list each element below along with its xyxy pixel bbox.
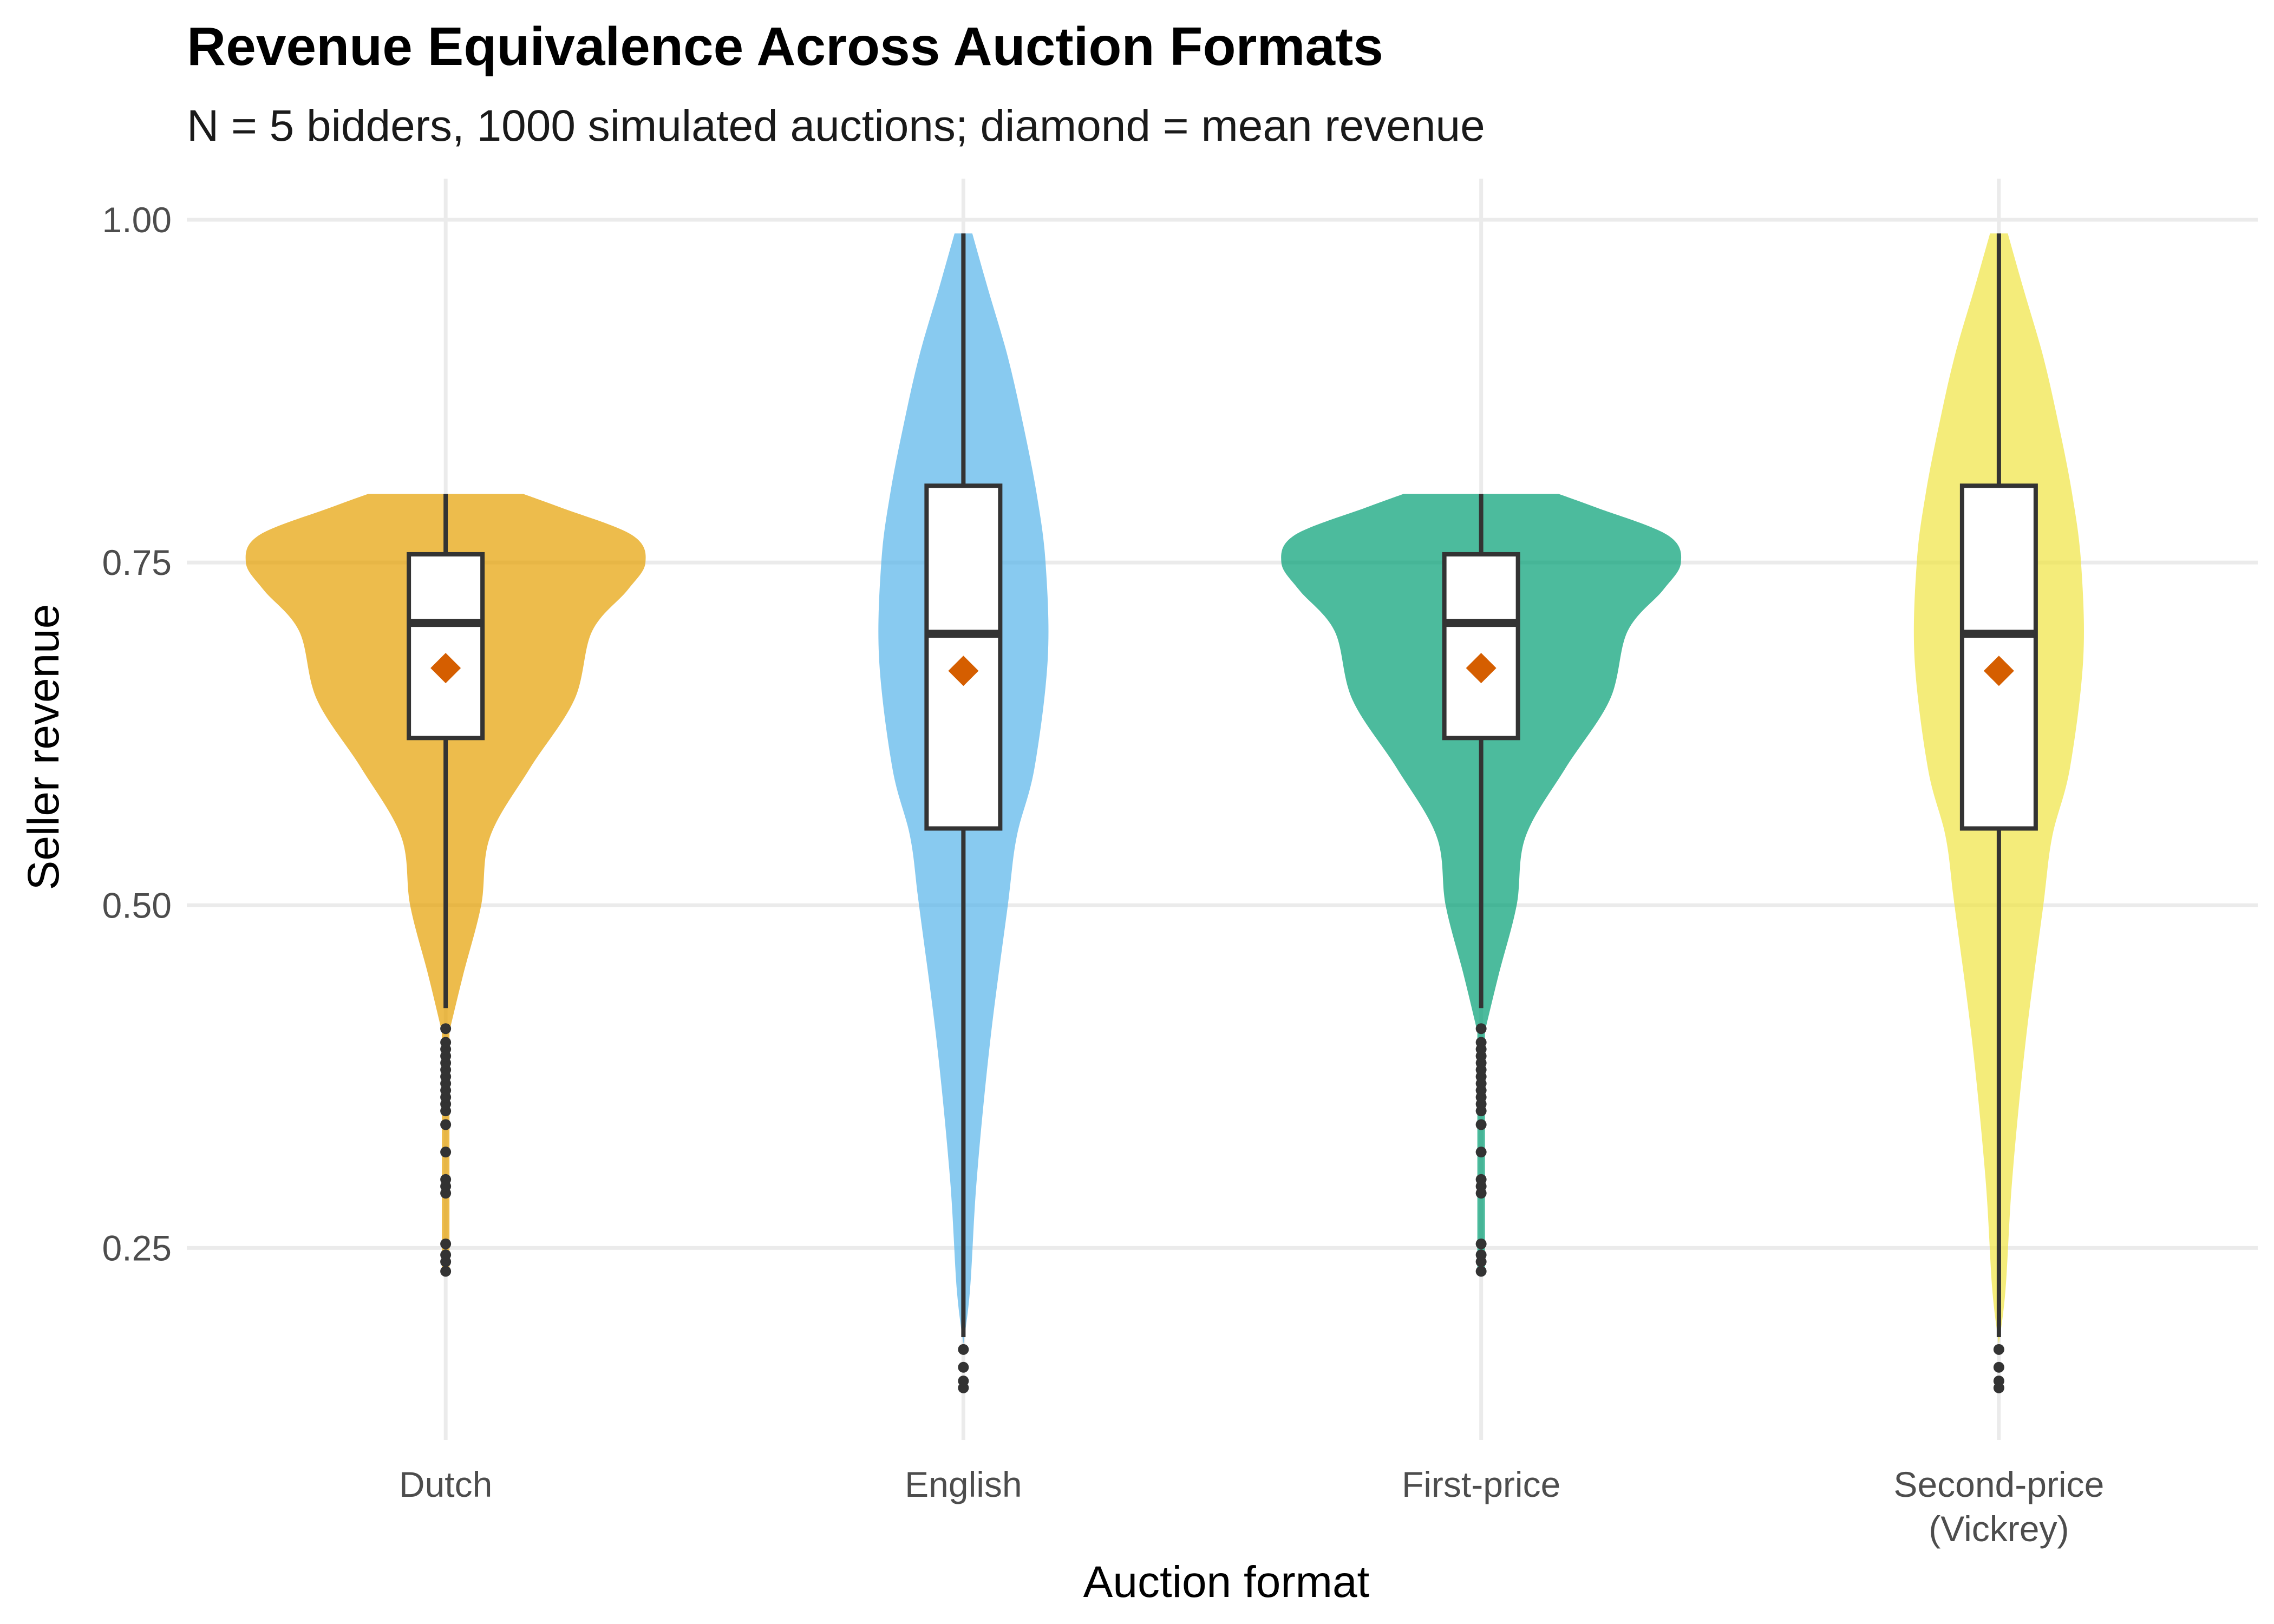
outlier-point (1475, 1174, 1487, 1185)
outlier-point (1475, 1037, 1487, 1048)
outlier-point (958, 1361, 969, 1373)
y-tick-label: 0.50 (102, 885, 172, 925)
box-layer (407, 233, 2038, 1338)
tick-layer: 0.25 0.50 0.75 1.00 Dutch English First-price S… (102, 200, 2105, 1549)
outlier-point (1475, 1119, 1487, 1130)
violin-layer (245, 233, 2084, 1344)
box-0 (407, 552, 485, 741)
outlier-point (440, 1037, 452, 1048)
outlier-point (440, 1238, 452, 1249)
y-tick-label: 0.75 (102, 542, 172, 582)
mean-diamond-1 (948, 656, 979, 686)
x-tick-label: First-price (1402, 1464, 1560, 1504)
x-tick-label: English (905, 1464, 1022, 1504)
x-tick-label: Dutch (399, 1464, 492, 1504)
outlier-point (440, 1147, 452, 1158)
x-axis-title: Auction format (1083, 1557, 1370, 1607)
mean-diamond-2 (1466, 653, 1497, 684)
outlier-point (1475, 1249, 1487, 1261)
y-axis-title: Seller revenue (19, 604, 68, 890)
mean-diamond-3 (1983, 656, 2014, 686)
x-tick-label: Second-price (1893, 1464, 2104, 1504)
y-tick-label: 1.00 (102, 200, 172, 240)
outlier-point (440, 1119, 452, 1130)
mean-diamond-0 (430, 653, 461, 684)
outlier-point (1475, 1266, 1487, 1277)
chart-title: Revenue Equivalence Across Auction Forma… (187, 16, 1383, 77)
outlier-point (440, 1266, 452, 1277)
outlier-point (1475, 1023, 1487, 1034)
outlier-point (1475, 1238, 1487, 1249)
outlier-point (958, 1376, 969, 1387)
outlier-point (440, 1249, 452, 1261)
y-tick-label: 0.25 (102, 1228, 172, 1268)
outlier-point (1993, 1361, 2004, 1373)
outlier-point (958, 1344, 969, 1355)
outlier-point (1475, 1147, 1487, 1158)
outlier-point (1993, 1376, 2004, 1387)
chart-subtitle: N = 5 bidders, 1000 simulated auctions; … (187, 101, 1485, 150)
outlier-point (440, 1174, 452, 1185)
box-2 (1442, 552, 1520, 741)
x-tick-label: (Vickrey) (1929, 1509, 2069, 1549)
outlier-point (440, 1023, 452, 1034)
point-layer (430, 653, 2014, 1393)
outlier-point (1993, 1344, 2004, 1355)
